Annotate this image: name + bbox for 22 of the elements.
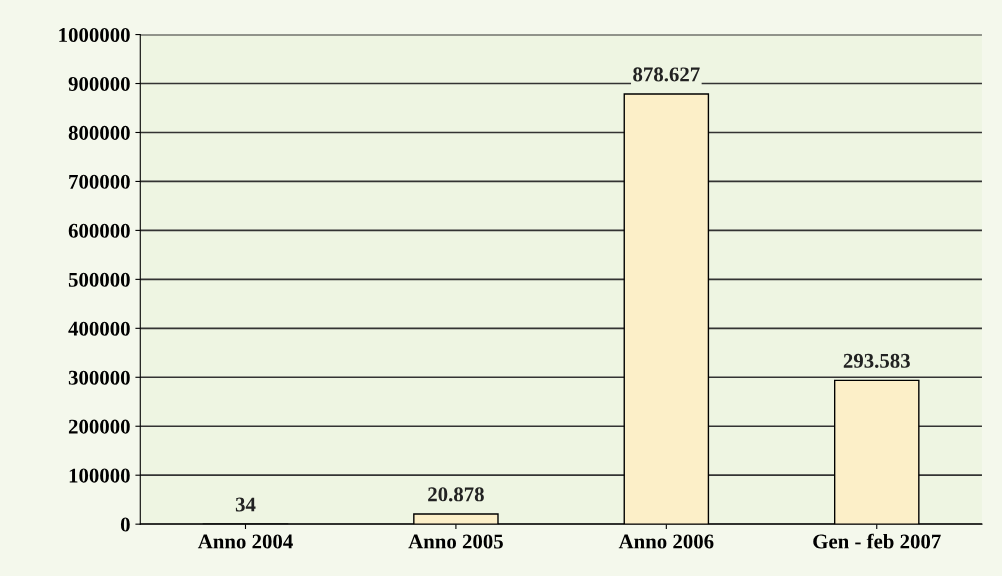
x-tick-label: Gen - feb 2007 [813, 533, 941, 549]
data-label: 34 [235, 497, 256, 512]
data-label: 878.627 [633, 67, 700, 82]
y-tick-label: 400000 [68, 321, 130, 336]
y-tick-label: 100000 [69, 468, 130, 483]
y-tick-label: 0 [120, 517, 130, 532]
y-tick-label: 500000 [68, 272, 130, 287]
y-tick-label: 300000 [68, 370, 130, 385]
bar [833, 379, 920, 525]
y-tick-label: 800000 [68, 125, 130, 140]
y-tick-label: 900000 [68, 76, 130, 91]
x-tick-label: Anno 2005 [408, 534, 503, 549]
data-label: 293.583 [843, 353, 910, 368]
y-tick-label: 600000 [68, 223, 130, 238]
data-label: 20.878 [428, 487, 484, 502]
bar [623, 93, 710, 525]
y-tick-label: 1000000 [59, 27, 130, 42]
y-tick-label: 700000 [69, 174, 130, 189]
y-tick-label: 200000 [68, 419, 130, 434]
x-tick-label: Anno 2006 [618, 534, 714, 549]
bar [413, 513, 499, 525]
x-tick-label: Anno 2004 [197, 534, 293, 549]
